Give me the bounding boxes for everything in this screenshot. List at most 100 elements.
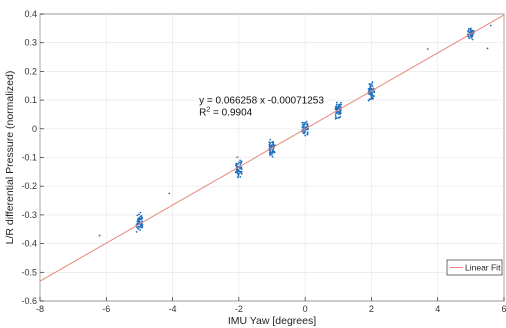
data-point: [368, 98, 371, 101]
data-point: [489, 24, 492, 27]
data-point: [372, 90, 375, 93]
data-point: [371, 92, 373, 95]
y-tick-label: 0.2: [24, 66, 37, 76]
legend-box: [446, 259, 503, 276]
data-point: [240, 160, 243, 163]
data-point: [272, 141, 275, 144]
data-point: [140, 225, 142, 228]
data-point: [470, 27, 472, 30]
data-point: [467, 28, 470, 30]
legend-entry-linear-fit: Linear Fit: [465, 263, 501, 273]
data-point: [240, 171, 242, 174]
data-point: [469, 29, 472, 32]
data-point: [302, 126, 305, 129]
data-point: [268, 152, 271, 155]
data-point: [273, 151, 276, 154]
data-point: [135, 231, 138, 233]
data-point: [236, 171, 239, 173]
y-tick-label: 0.4: [24, 9, 37, 19]
data-point: [334, 106, 337, 109]
data-point: [467, 29, 470, 32]
data-point: [340, 103, 343, 106]
data-point: [141, 220, 143, 223]
data-point: [137, 227, 140, 230]
data-point: [136, 226, 138, 229]
data-points: [98, 24, 492, 237]
data-point: [239, 167, 242, 170]
data-point: [334, 114, 337, 116]
data-point: [371, 82, 373, 85]
data-point: [335, 103, 338, 106]
data-point: [305, 120, 308, 123]
data-point: [272, 148, 275, 151]
x-axis-label: IMU Yaw [degrees]: [228, 315, 316, 327]
data-point: [301, 121, 304, 124]
y-tick-label: -0.5: [21, 267, 37, 277]
data-point: [139, 224, 142, 227]
data-point: [367, 88, 370, 90]
x-tick-label: 4: [435, 304, 440, 314]
data-point: [339, 115, 342, 118]
data-point: [239, 163, 242, 165]
data-point: [240, 168, 243, 171]
data-point: [304, 121, 307, 124]
data-point: [370, 88, 373, 91]
data-point: [138, 226, 141, 229]
data-point: [334, 108, 337, 111]
x-tick-label: -6: [102, 304, 110, 314]
y-tick-label: 0.3: [24, 38, 37, 48]
r-squared-value: = 0.9904: [210, 108, 252, 119]
data-point: [370, 95, 373, 98]
data-point: [306, 133, 309, 136]
data-point: [139, 211, 142, 214]
data-point: [371, 85, 374, 87]
x-tick-label: 2: [369, 304, 374, 314]
data-point: [470, 34, 473, 37]
data-point: [268, 141, 271, 144]
data-point: [168, 192, 171, 195]
data-point: [271, 155, 274, 158]
data-point: [272, 150, 275, 152]
data-point: [138, 213, 140, 216]
data-point: [304, 134, 307, 137]
data-point: [337, 105, 340, 108]
data-point: [370, 98, 372, 101]
data-point: [471, 38, 474, 41]
data-point: [369, 85, 372, 88]
data-point: [372, 95, 375, 98]
data-point: [236, 163, 239, 165]
data-point: [303, 131, 306, 134]
data-point: [306, 123, 309, 126]
x-tick-label: -2: [235, 304, 243, 314]
x-tick-label: -8: [36, 304, 44, 314]
x-tick-label: 0: [303, 304, 308, 314]
data-point: [136, 214, 139, 217]
y-tick-label: -0.4: [21, 239, 37, 249]
data-point: [272, 143, 275, 145]
data-point: [337, 116, 340, 119]
data-point: [337, 104, 340, 107]
data-point: [141, 216, 143, 219]
data-point: [339, 109, 342, 112]
data-point: [303, 122, 306, 124]
data-point: [138, 221, 140, 224]
data-point: [239, 175, 242, 178]
data-point: [137, 217, 140, 220]
data-point: [336, 111, 339, 114]
data-point: [236, 156, 239, 159]
data-point: [239, 159, 241, 162]
data-point: [272, 144, 275, 147]
x-tick-label: -4: [169, 304, 177, 314]
data-point: [371, 81, 374, 84]
data-point: [271, 153, 273, 156]
y-tick-label: -0.2: [21, 181, 37, 191]
data-point: [426, 48, 429, 50]
r-squared-annotation: R2 = 0.9904: [199, 107, 253, 119]
data-point: [139, 229, 141, 231]
x-tick-label: 6: [501, 304, 506, 314]
y-axis-ticks: -0.6 -0.5 -0.4 -0.3 -0.2 -0.1 0 0.1 0.2 0.3 0.4: [21, 9, 44, 306]
data-point: [269, 138, 272, 141]
data-point: [140, 214, 143, 217]
r-squared-superscript: 2: [206, 107, 210, 114]
linear-fit-line: [39, 14, 505, 282]
